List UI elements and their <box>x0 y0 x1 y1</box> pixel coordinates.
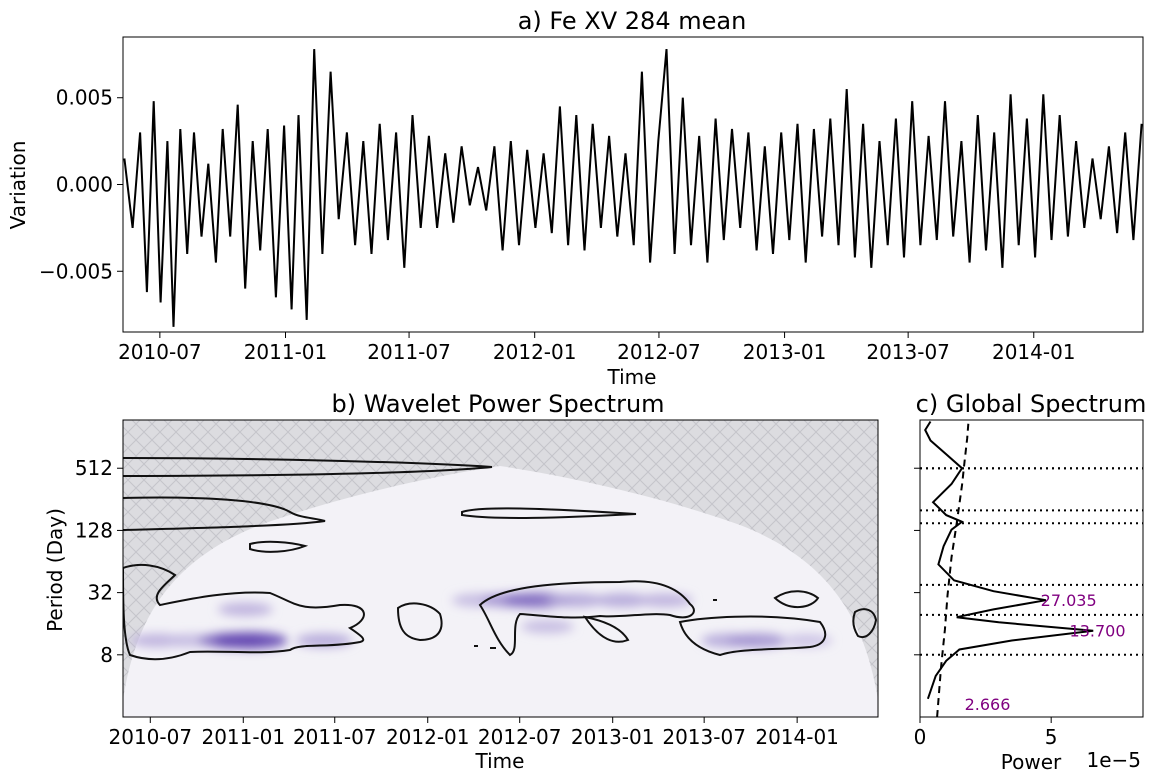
x-tick-label: 2012-07 <box>478 725 562 749</box>
significance-contours <box>123 457 878 661</box>
panel-b-title: b) Wavelet Power Spectrum <box>331 390 664 418</box>
peak-annotations: 27.035 13.700 2.666 <box>965 591 1126 714</box>
peak-label: 2.666 <box>965 695 1011 714</box>
x-tick-label: 2013-07 <box>662 725 746 749</box>
panel-a-xlabel: Time <box>607 365 657 389</box>
power-blob <box>520 619 574 634</box>
significance-dashed-line <box>936 421 970 717</box>
x-tick-label: 2011-01 <box>244 340 328 364</box>
x-tick-label: 2014-01 <box>992 340 1076 364</box>
x-tick-label: 2012-01 <box>493 340 577 364</box>
y-tick-label: 32 <box>88 581 113 605</box>
panel-c-title: c) Global Spectrum <box>916 390 1147 418</box>
panel-c-xlabel: Power <box>1001 750 1062 774</box>
peak-label: 13.700 <box>1070 622 1126 641</box>
x-tick-label: 2011-07 <box>293 725 377 749</box>
panel-b-y-ticks: 512 128 32 8 <box>75 456 123 667</box>
coi-inside-region <box>123 466 878 717</box>
panel-c-x-offset: 1e−5 <box>1086 748 1141 772</box>
x-tick-label: 2012-01 <box>386 725 470 749</box>
x-tick-label: 2010-07 <box>109 725 193 749</box>
panel-a-title: a) Fe XV 284 mean <box>518 7 747 35</box>
power-contours <box>129 592 833 650</box>
y-tick-label: −0.005 <box>39 259 113 283</box>
x-tick-label: 0 <box>914 725 927 749</box>
panel-a-x-ticks: 2010-07 2011-01 2011-07 2012-01 2012-07 2013-… <box>118 332 1076 364</box>
panel-b-ylabel: Period (Day) <box>43 508 67 632</box>
x-tick-label: 2012-07 <box>617 340 701 364</box>
power-blob <box>217 602 273 617</box>
global-spectrum-line <box>924 420 1094 700</box>
x-tick-label: 2014-01 <box>755 725 839 749</box>
x-tick-label: 2010-07 <box>118 340 202 364</box>
power-blob <box>213 631 288 650</box>
power-blob <box>593 593 651 608</box>
y-tick-label: 0.005 <box>56 86 113 110</box>
y-tick-label: 512 <box>75 456 113 480</box>
x-tick-label: 5 <box>1045 725 1058 749</box>
y-tick-label: 8 <box>100 643 113 667</box>
x-tick-label: 2011-01 <box>201 725 285 749</box>
panel-c-y-ticks <box>914 467 920 656</box>
panel-b-x-ticks: 2010-07 2011-01 2011-07 2012-01 2012-07 2013-… <box>109 717 839 749</box>
peak-label: 27.035 <box>1041 591 1097 610</box>
panel-b-xlabel: Time <box>475 749 525 773</box>
panel-a-frame <box>122 36 1144 333</box>
panel-a: a) Fe XV 284 mean 0.005 0.000 −0.005 2010-… <box>6 7 1144 389</box>
panel-a-ylabel: Variation <box>6 141 30 230</box>
x-tick-label: 2011-07 <box>367 340 451 364</box>
y-tick-label: 0.000 <box>56 173 113 197</box>
panel-b-frame <box>122 419 879 718</box>
power-blob <box>637 593 693 608</box>
x-tick-label: 2013-01 <box>743 340 827 364</box>
x-tick-label: 2013-07 <box>866 340 950 364</box>
power-blob <box>547 593 605 608</box>
panel-a-series-line <box>123 49 1143 327</box>
panel-a-y-ticks: 0.005 0.000 −0.005 <box>39 86 123 283</box>
panel-c-frame <box>919 419 1144 718</box>
x-tick-label: 2013-01 <box>571 725 655 749</box>
power-blob <box>727 633 788 648</box>
y-tick-label: 128 <box>75 518 113 542</box>
